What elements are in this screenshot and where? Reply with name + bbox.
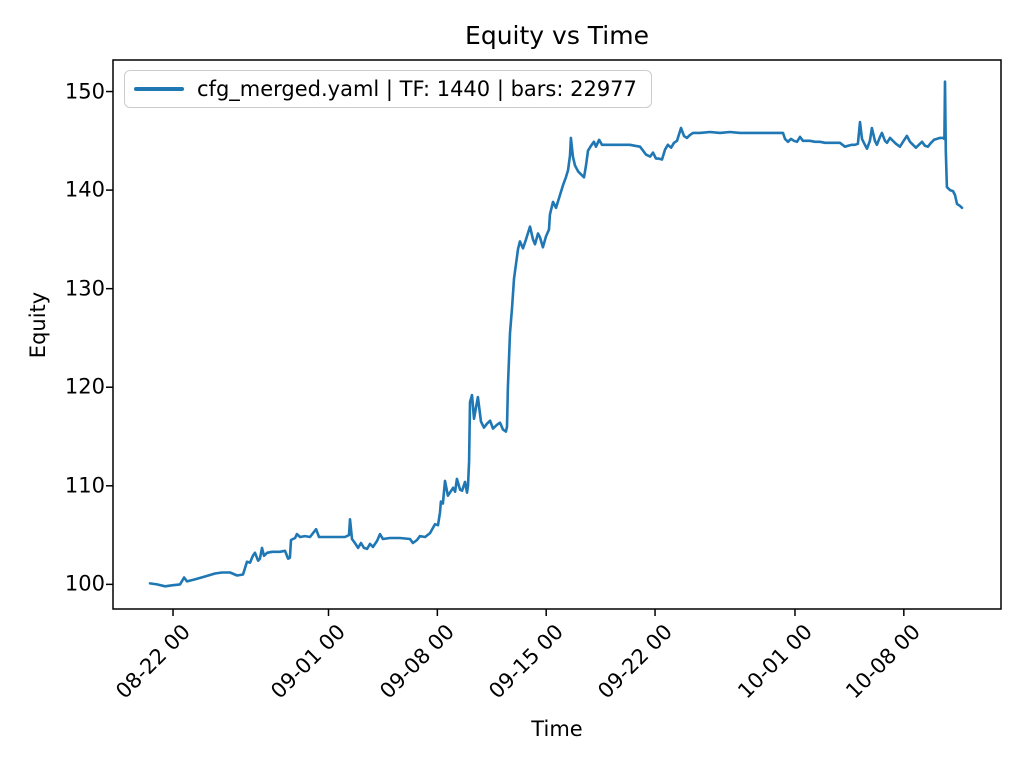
y-axis-label: Equity — [26, 291, 50, 359]
y-tick-label: 120 — [64, 374, 105, 399]
plot-frame — [112, 59, 1002, 610]
equity-line — [148, 80, 964, 588]
y-tick-label: 150 — [64, 79, 105, 104]
y-tick-label: 100 — [64, 571, 105, 596]
y-tick-label: 110 — [64, 473, 105, 498]
legend-label: cfg_merged.yaml | TF: 1440 | bars: 22977 — [197, 76, 637, 101]
legend-line-swatch — [134, 87, 184, 91]
chart-title: Equity vs Time — [465, 21, 649, 50]
y-tick-label: 140 — [64, 177, 105, 202]
legend: cfg_merged.yaml | TF: 1440 | bars: 22977 — [124, 70, 652, 108]
y-tick-label: 130 — [64, 276, 105, 301]
x-axis-label: Time — [531, 717, 583, 741]
